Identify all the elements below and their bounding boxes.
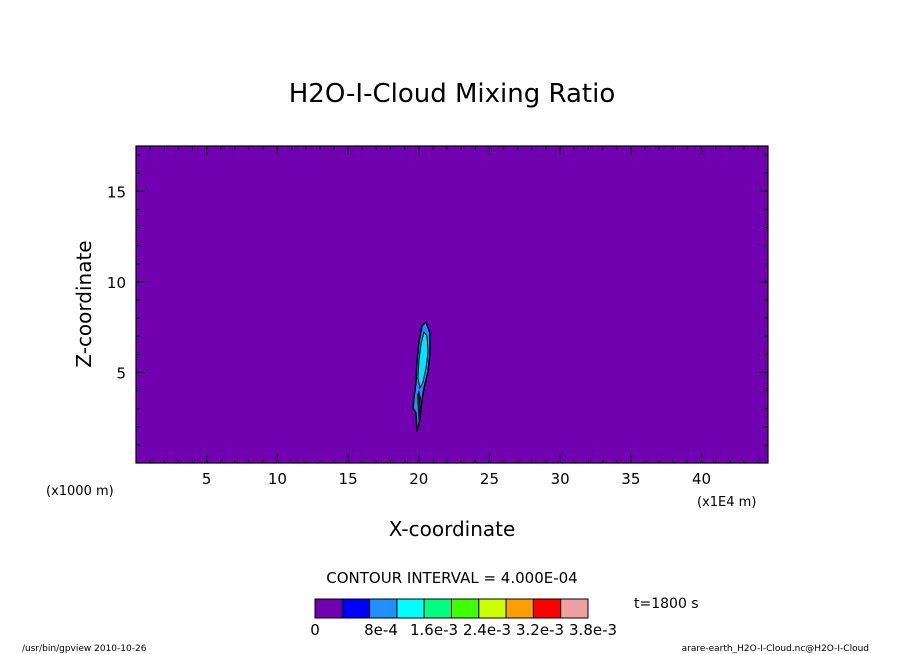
y-tick-label: 5 [116, 364, 126, 382]
x-unit-right: (x1E4 m) [697, 495, 756, 510]
cloud-feature [412, 320, 431, 433]
colorbar-segment [314, 598, 343, 619]
x-tick-label: 40 [692, 470, 711, 488]
colorbar-segment [396, 598, 425, 619]
x-tick-label: 10 [268, 470, 287, 488]
colorbar-segment [341, 598, 371, 619]
colorbar-segment [532, 598, 562, 619]
colorbar-label: 3.8e-3 [569, 621, 617, 639]
x-unit-left: (x1000 m) [46, 484, 114, 499]
colorbar-segment [505, 598, 534, 619]
colorbar-label: 8e-4 [364, 621, 398, 639]
colorbar-label: 3.2e-3 [516, 621, 564, 639]
cloud-inner-contour [417, 330, 429, 390]
footer-right: arare-earth_H2O-I-Cloud.nc@H2O-I-Cloud [682, 644, 869, 654]
contour-interval: CONTOUR INTERVAL = 4.000E-04 [326, 569, 577, 587]
x-axis-ticks: 5 10 15 20 25 30 35 40 [149, 146, 759, 488]
x-tick-label: 5 [202, 470, 212, 488]
time-label: t=1800 s [634, 596, 699, 612]
colorbar-segment [560, 598, 589, 619]
colorbar-segment [451, 598, 480, 619]
colorbar-label: 1.6e-3 [410, 621, 458, 639]
colorbar-segment [369, 598, 398, 619]
x-tick-label: 15 [339, 470, 358, 488]
y-axis-label: Z-coordinate [72, 240, 96, 367]
y-axis-ticks: 5 10 15 [107, 154, 768, 446]
y-tick-label: 10 [107, 274, 126, 292]
x-tick-label: 20 [409, 470, 428, 488]
plot-area [135, 145, 769, 464]
colorbar-label: 0 [310, 621, 320, 639]
footer-left: /usr/bin/gpview 2010-10-26 [22, 644, 147, 654]
colorbar: 0 8e-4 1.6e-3 2.4e-3 3.2e-3 3.8e-3 [310, 598, 617, 639]
chart-title: H2O-I-Cloud Mixing Ratio [289, 79, 616, 109]
cloud-dark-core [417, 390, 421, 430]
colorbar-segment [478, 598, 507, 619]
y-tick-label: 15 [107, 183, 126, 201]
x-tick-label: 35 [621, 470, 640, 488]
x-axis-label: X-coordinate [389, 517, 516, 541]
colorbar-segment [423, 598, 453, 619]
x-tick-label: 25 [480, 470, 499, 488]
colorbar-label: 2.4e-3 [463, 621, 511, 639]
x-tick-label: 30 [551, 470, 570, 488]
